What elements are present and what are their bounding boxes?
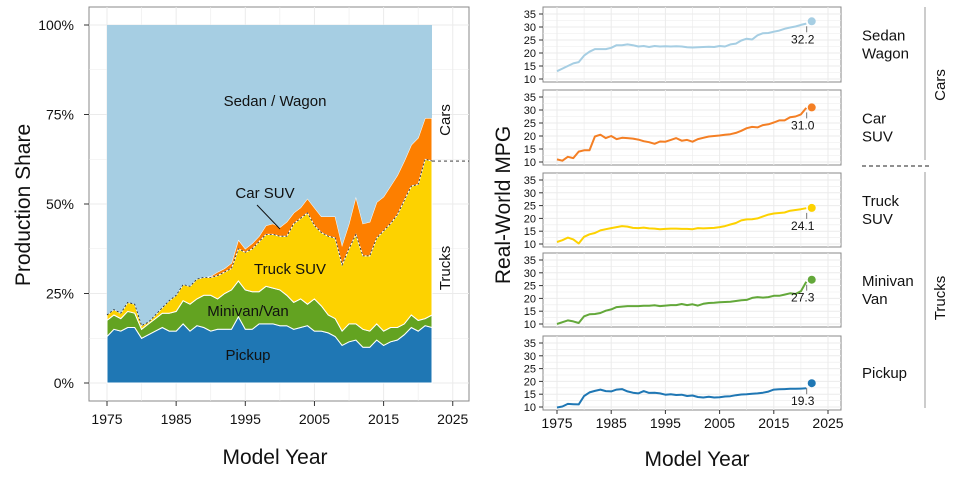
y-tick-label: 20 bbox=[524, 131, 536, 143]
latest-value-point bbox=[807, 17, 816, 26]
group-label-cars: Cars bbox=[437, 104, 454, 136]
cars-trucks-boundary-line bbox=[106, 158, 433, 327]
y-tick-label: 20 bbox=[524, 293, 536, 305]
x-tick-label: 2015 bbox=[368, 411, 399, 427]
area-car-suv bbox=[106, 117, 433, 327]
series-label-minivan-van: Minivan/Van bbox=[207, 303, 288, 320]
mpg-line bbox=[556, 22, 807, 73]
y-tick-label: 15 bbox=[524, 389, 536, 401]
panel-frame bbox=[542, 6, 842, 83]
y-tick-label: 10 bbox=[524, 157, 536, 169]
facet-label: Van bbox=[862, 291, 888, 308]
y-tick-label: 50% bbox=[46, 196, 74, 212]
y-tick-label: 30 bbox=[524, 22, 536, 34]
y-tick-label: 10 bbox=[524, 239, 536, 251]
y-tick-label: 15 bbox=[524, 61, 536, 73]
panel-frame bbox=[542, 335, 842, 411]
y-tick-label: 10 bbox=[524, 74, 536, 86]
y-tick-label: 35 bbox=[524, 92, 536, 104]
latest-value-point bbox=[807, 275, 816, 284]
y-tick-label: 25% bbox=[46, 286, 74, 302]
mpg-line bbox=[556, 387, 807, 409]
production-share-chart: Sedan / Wagon Car SUV Truck SUV Minivan/Van… bbox=[12, 6, 470, 469]
series-label-sedan-wagon: Sedan / Wagon bbox=[224, 93, 327, 110]
y-tick-label: 0% bbox=[54, 375, 74, 391]
facet-label: Minivan bbox=[862, 273, 914, 290]
x-tick-label: 1995 bbox=[650, 415, 681, 431]
value-label: 19.3 bbox=[791, 394, 815, 408]
y-tick-label: 15 bbox=[524, 226, 536, 238]
x-tick-label: 2025 bbox=[437, 411, 468, 427]
y-tick-label: 30 bbox=[524, 268, 536, 280]
x-tick-label: 2005 bbox=[704, 415, 735, 431]
value-label: 31.0 bbox=[791, 118, 815, 132]
x-tick-label: 1995 bbox=[230, 411, 261, 427]
facet-label: SUV bbox=[862, 211, 893, 228]
series-label-pickup: Pickup bbox=[225, 347, 270, 364]
series-label-truck-suv: Truck SUV bbox=[254, 261, 326, 278]
y-tick-label: 35 bbox=[524, 255, 536, 267]
y-tick-label: 10 bbox=[524, 402, 536, 414]
area-sedan-wagon bbox=[107, 25, 432, 326]
y-tick-label: 15 bbox=[524, 144, 536, 156]
series-label-car-suv: Car SUV bbox=[235, 185, 294, 202]
y-axis-title: Production Share bbox=[12, 124, 35, 286]
y-tick-label: 20 bbox=[524, 213, 536, 225]
x-tick-label: 1975 bbox=[541, 415, 572, 431]
x-tick-label: 1975 bbox=[91, 411, 122, 427]
y-tick-label: 35 bbox=[524, 9, 536, 21]
facet-label: Truck bbox=[862, 193, 899, 210]
y-tick-label: 100% bbox=[38, 17, 74, 33]
x-tick-label: 2015 bbox=[758, 415, 789, 431]
value-label: 24.1 bbox=[791, 219, 815, 233]
x-tick-label: 2025 bbox=[812, 415, 843, 431]
mpg-line bbox=[556, 281, 808, 325]
x-axis-title: Model Year bbox=[644, 448, 749, 471]
y-tick-label: 75% bbox=[46, 107, 74, 123]
facet-label: Pickup bbox=[862, 365, 907, 382]
y-tick-label: 15 bbox=[524, 306, 536, 318]
latest-value-point bbox=[807, 203, 816, 212]
value-label: 27.3 bbox=[791, 291, 815, 305]
y-tick-label: 20 bbox=[524, 376, 536, 388]
y-tick-label: 30 bbox=[524, 351, 536, 363]
y-tick-label: 25 bbox=[524, 118, 536, 130]
y-tick-label: 35 bbox=[524, 175, 536, 187]
mpg-line bbox=[556, 107, 808, 162]
x-tick-label: 1985 bbox=[596, 415, 627, 431]
y-tick-label: 25 bbox=[524, 35, 536, 47]
y-tick-label: 20 bbox=[524, 48, 536, 60]
value-label: 32.2 bbox=[791, 32, 815, 46]
facet-label: Wagon bbox=[862, 46, 909, 63]
facet-label: Car bbox=[862, 111, 886, 128]
y-tick-label: 25 bbox=[524, 364, 536, 376]
y-tick-label: 25 bbox=[524, 281, 536, 293]
facet-label: SUV bbox=[862, 129, 893, 146]
x-tick-label: 2005 bbox=[299, 411, 330, 427]
x-tick-label: 1985 bbox=[161, 411, 192, 427]
latest-value-point bbox=[807, 103, 816, 112]
group-label-trucks: Trucks bbox=[437, 246, 454, 290]
y-tick-label: 25 bbox=[524, 201, 536, 213]
y-tick-label: 30 bbox=[524, 105, 536, 117]
group-label-trucks: Trucks bbox=[932, 276, 949, 320]
panel-frame bbox=[542, 89, 842, 166]
group-label-cars: Cars bbox=[932, 69, 949, 101]
facet-label: Sedan bbox=[862, 28, 905, 45]
x-axis-title: Model Year bbox=[222, 446, 327, 469]
y-tick-label: 35 bbox=[524, 338, 536, 350]
mpg-line bbox=[556, 207, 807, 245]
y-tick-label: 10 bbox=[524, 319, 536, 331]
latest-value-point bbox=[807, 379, 816, 388]
car-suv-leader-line bbox=[256, 204, 281, 230]
y-axis-title: Real-World MPG bbox=[492, 126, 515, 284]
y-tick-label: 30 bbox=[524, 188, 536, 200]
